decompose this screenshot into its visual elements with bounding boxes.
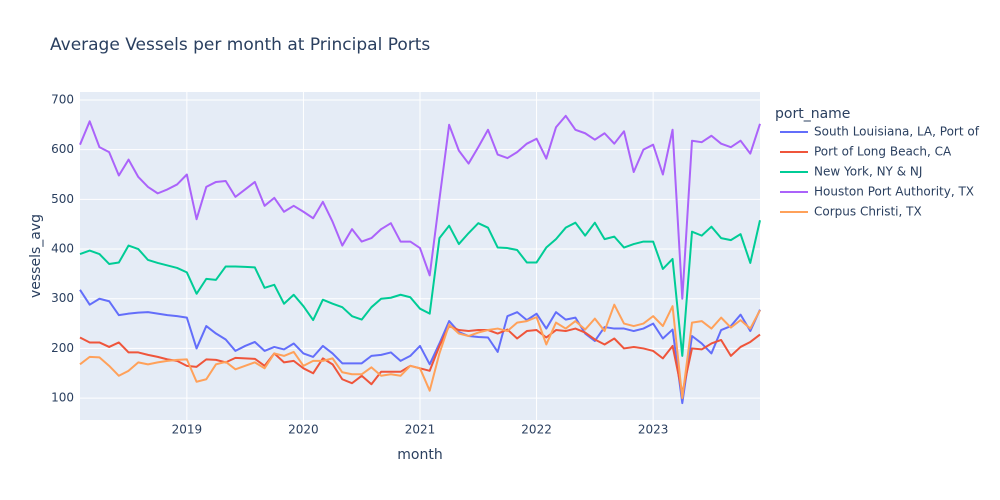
line-series <box>79 303 761 400</box>
x-tick-label: 2021 <box>405 423 436 437</box>
x-axis-title: month <box>397 447 442 463</box>
legend-title: port_name <box>775 106 850 122</box>
legend-label: Houston Port Authority, TX <box>814 185 974 199</box>
legend-label: Corpus Christi, TX <box>814 205 922 219</box>
line-series <box>79 289 761 405</box>
legend-label: New York, NY & NJ <box>814 165 922 179</box>
x-tick-label: 2019 <box>172 423 203 437</box>
y-axis-title: vessels_avg <box>28 214 44 298</box>
y-tick-label: 400 <box>51 242 74 256</box>
y-tick-label: 100 <box>51 391 74 405</box>
chart-title: Average Vessels per month at Principal P… <box>50 35 430 55</box>
y-tick-label: 300 <box>51 291 74 305</box>
x-tick-label: 2023 <box>638 423 669 437</box>
y-tick-label: 200 <box>51 341 74 355</box>
x-tick-label: 2022 <box>521 423 552 437</box>
legend-label: Port of Long Beach, CA <box>814 145 952 159</box>
y-tick-label: 500 <box>51 192 74 206</box>
legend-label: South Louisiana, LA, Port of <box>814 125 980 139</box>
y-tick-label: 700 <box>51 92 74 106</box>
line-series <box>79 114 761 300</box>
y-tick-label: 600 <box>51 142 74 156</box>
line-series <box>79 219 761 357</box>
x-tick-label: 2020 <box>288 423 319 437</box>
